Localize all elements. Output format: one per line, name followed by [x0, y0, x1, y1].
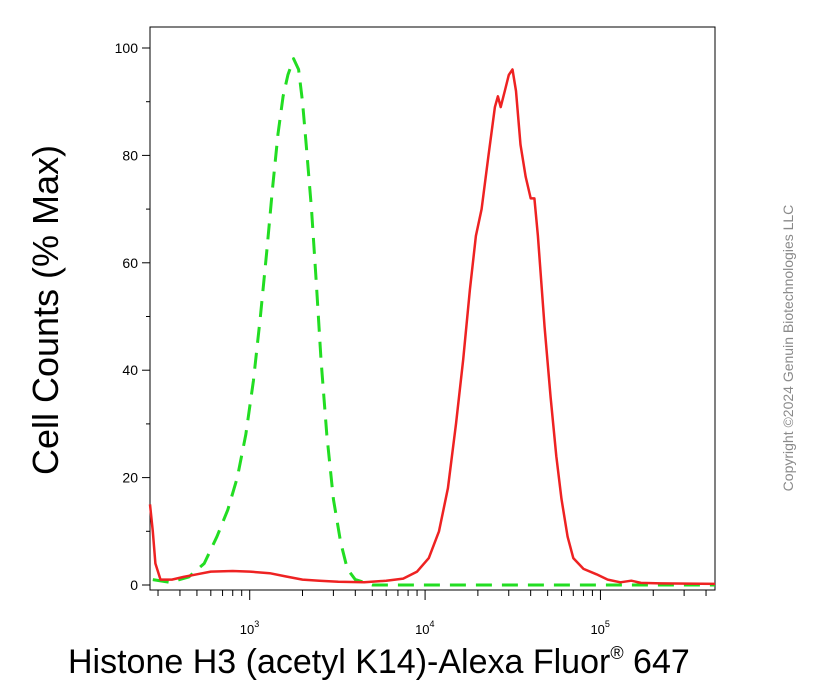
x-tick-base: 10: [240, 622, 254, 637]
x-axis-label: Histone H3 (acetyl K14)-Alexa Fluor® 647: [68, 643, 690, 682]
x-tick-exponent: 5: [605, 619, 610, 629]
y-tick-label: 60: [122, 255, 138, 271]
series-line-1: [148, 68, 716, 586]
y-tick-label: 80: [122, 147, 138, 163]
x-tick-exponent: 4: [430, 619, 435, 629]
series-line-0: [152, 57, 715, 587]
x-axis-label-suffix: 647: [623, 643, 690, 681]
y-tick-label: 0: [130, 577, 138, 593]
x-tick-exponent: 3: [254, 619, 259, 629]
plot-frame: [149, 26, 716, 591]
x-tick-label: 105: [590, 619, 609, 637]
y-axis-label: Cell Counts (% Max): [25, 144, 66, 476]
registered-mark: ®: [610, 643, 624, 663]
x-tick-base: 10: [415, 622, 429, 637]
y-axis: 0 20 40 60 80 100: [115, 40, 150, 593]
y-tick-label: 20: [122, 470, 138, 486]
y-tick-label: 40: [122, 362, 138, 378]
series-group: [148, 57, 716, 587]
x-tick-label: 104: [415, 619, 434, 637]
x-axis-label-text: Histone H3 (acetyl K14)-Alexa Fluor: [68, 643, 611, 681]
y-tick-label: 100: [115, 40, 139, 56]
x-tick-label: 103: [240, 619, 259, 637]
x-tick-base: 10: [590, 622, 604, 637]
copyright-notice: Copyright ©2024 Genuin Biotechnologies L…: [780, 204, 796, 492]
x-axis: 103 104 105: [157, 590, 707, 637]
